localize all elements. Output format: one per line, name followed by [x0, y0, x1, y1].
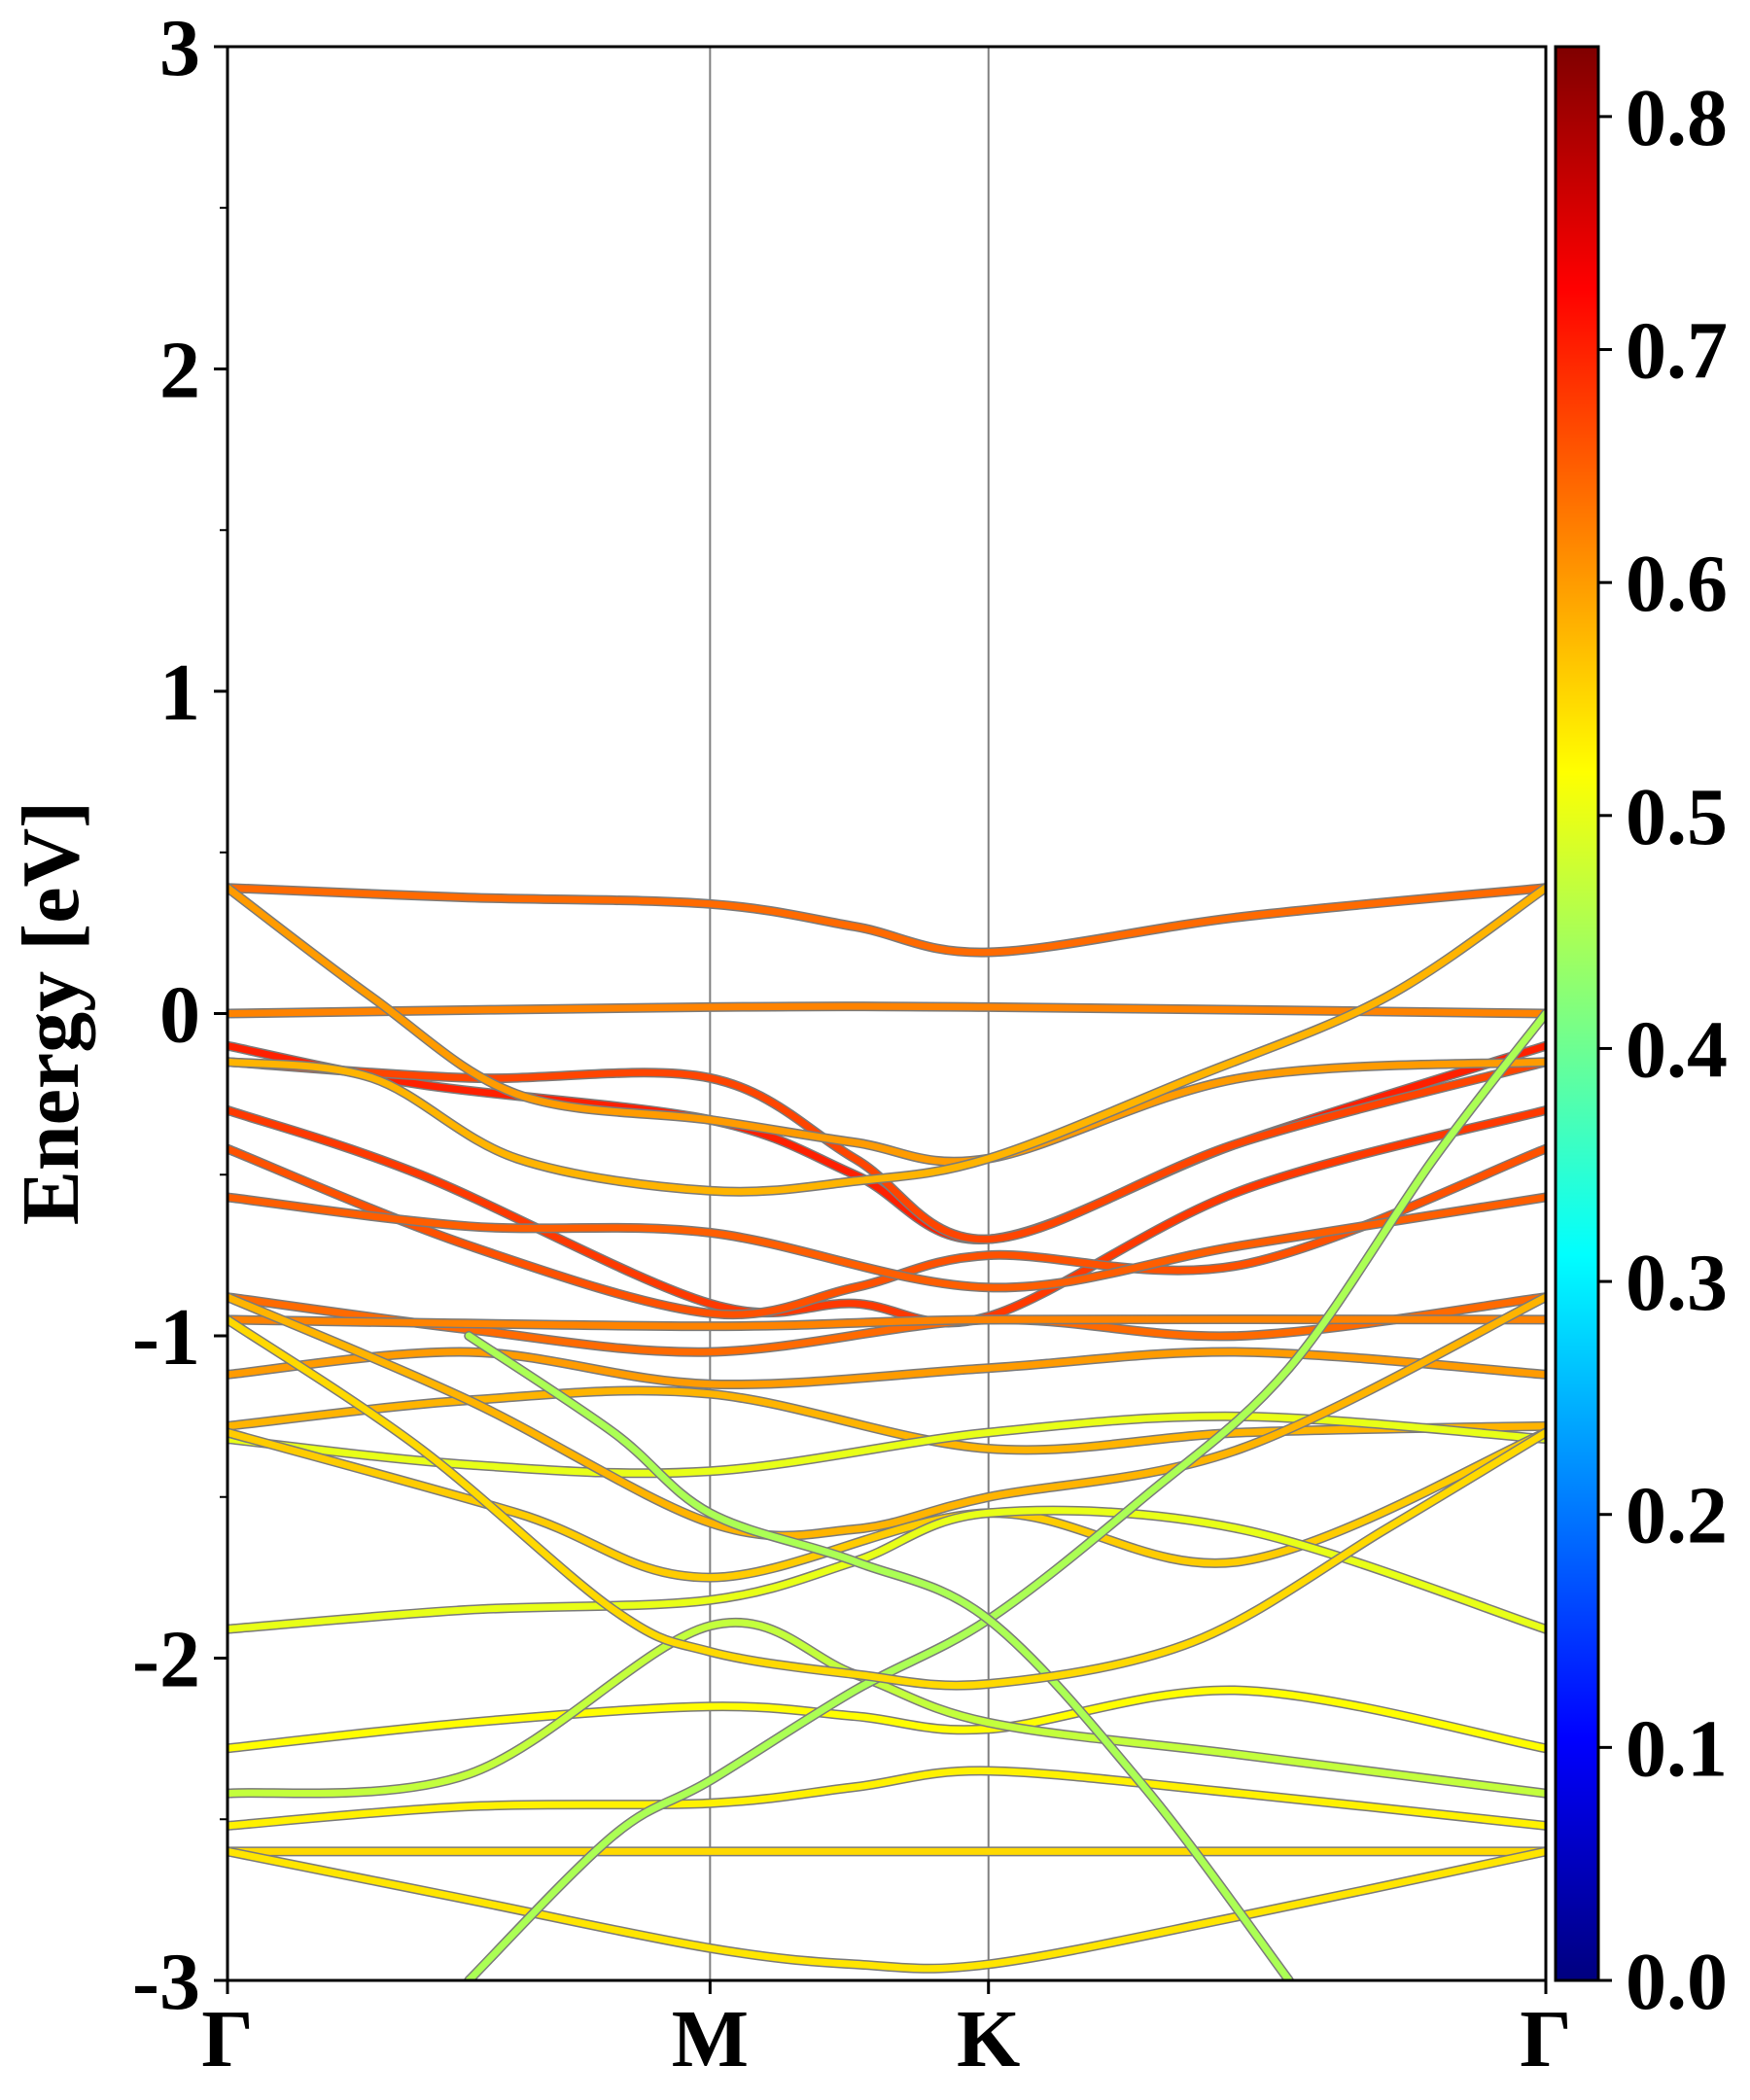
band-line: [228, 1846, 1546, 1974]
y-tick-label: 1: [159, 648, 200, 738]
band-line: [228, 883, 1546, 958]
k-point-label: M: [672, 1994, 749, 2084]
band-line: [228, 883, 1546, 1167]
band-lines: [228, 883, 1546, 1980]
colorbar-tick-label: 0.4: [1626, 1004, 1728, 1095]
k-point-label: K: [957, 1994, 1020, 2084]
band-line: [464, 1331, 1294, 1980]
colorbar-tick-label: 0.8: [1626, 73, 1728, 163]
colorbar-tick-label: 0.0: [1626, 1937, 1728, 2027]
colorbar-ticks: 0.0 0.1 0.2 0.3 0.4 0.5 0.6 0.7 0.8: [1598, 73, 1728, 2027]
y-axis-ticks: -3 -2 -1 0 1 2 3: [132, 3, 228, 2027]
band-line: [228, 1292, 1546, 1541]
band-line: [228, 1314, 1546, 1691]
colorbar-tick-label: 0.1: [1626, 1703, 1728, 1794]
colorbar-tick-label: 0.5: [1626, 772, 1728, 862]
band-line: [228, 1104, 1546, 1328]
y-tick-label: 2: [159, 326, 200, 416]
band-line: [228, 1766, 1546, 1831]
band-line: [228, 1505, 1546, 1634]
colorbar-tick-label: 0.6: [1626, 539, 1728, 629]
colorbar: 0.0 0.1 0.2 0.3 0.4 0.5 0.6 0.7 0.8: [1554, 45, 1728, 2027]
band-line: [228, 883, 1546, 1197]
band-line: [228, 1411, 1546, 1479]
colorbar-gradient: [1554, 45, 1600, 1982]
band-line: [228, 1192, 1546, 1293]
y-tick-label: 0: [159, 970, 200, 1061]
y-tick-label: -3: [132, 1937, 200, 2027]
band-line: [228, 1143, 1546, 1320]
colorbar-tick-label: 0.3: [1626, 1238, 1728, 1328]
y-tick-label: 3: [159, 3, 200, 93]
k-point-label: Γ: [1520, 1994, 1571, 2084]
band-line: [464, 1008, 1546, 1980]
colorbar-tick-label: 0.7: [1626, 306, 1728, 397]
k-point-gridlines: [709, 47, 990, 1980]
k-point-label: Γ: [201, 1994, 253, 2084]
band-line: [228, 1057, 1546, 1244]
band-line: [228, 1685, 1546, 1754]
colorbar-tick-label: 0.2: [1626, 1471, 1728, 1561]
y-tick-label: -2: [132, 1615, 200, 1705]
y-axis-title: Energy [eV]: [6, 801, 96, 1225]
y-tick-label: -1: [132, 1292, 200, 1382]
band-line: [228, 1001, 1546, 1019]
